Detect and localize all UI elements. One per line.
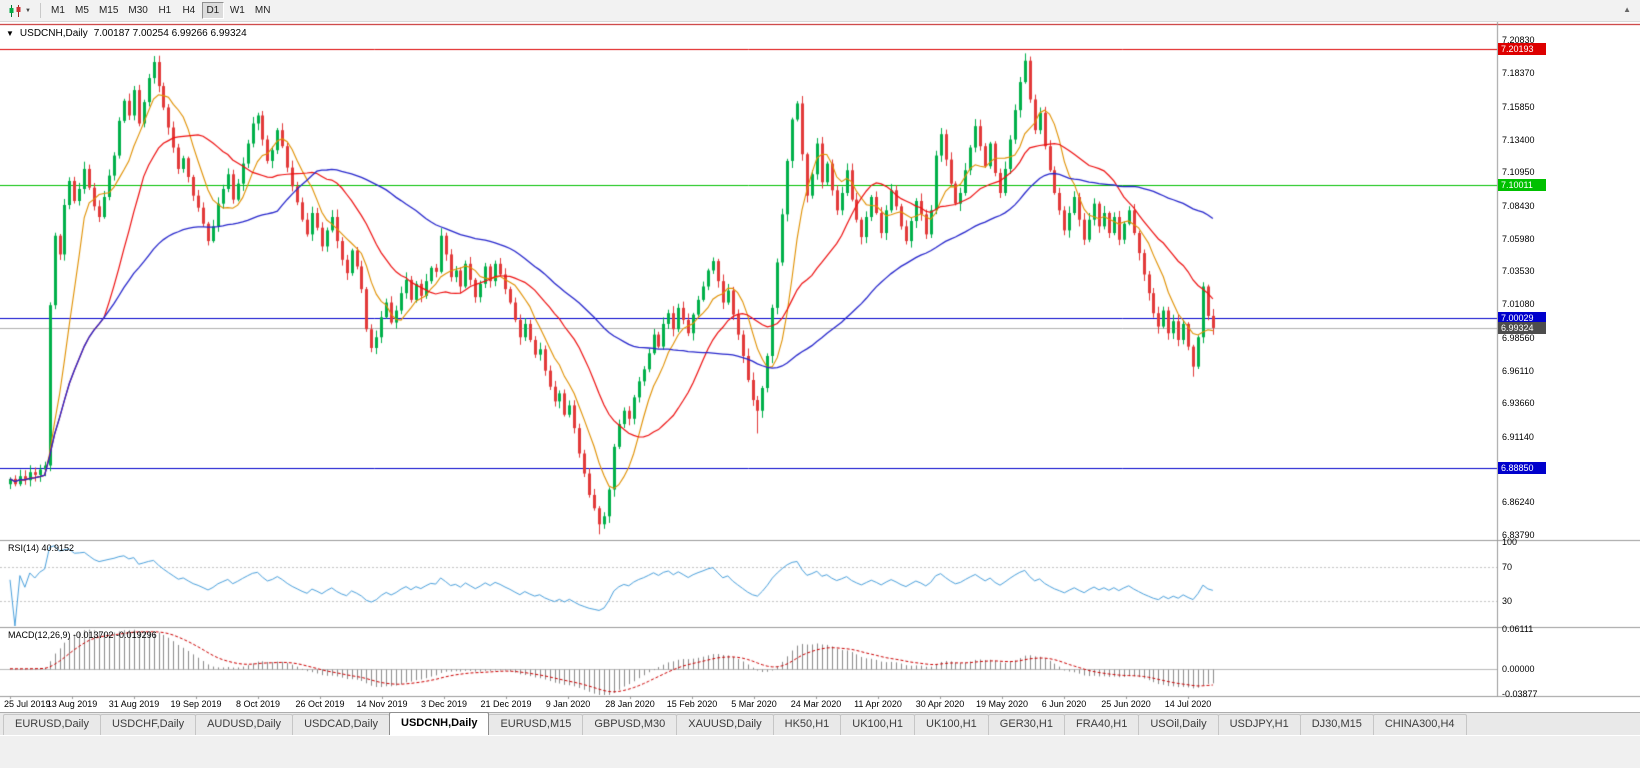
bottom-tab-eurusd-daily[interactable]: EURUSD,Daily	[3, 714, 101, 735]
status-bar	[0, 735, 1640, 768]
bottom-tab-eurusd-m15[interactable]: EURUSD,M15	[488, 714, 584, 735]
timeframe-h4[interactable]: H4	[178, 2, 200, 19]
timeframes-toolbar: ▼ M1 M5 M15 M30 H1 H4 D1 W1 MN ▲	[0, 0, 1640, 22]
chart-type-button[interactable]: ▼	[4, 2, 35, 20]
chart-header: ▼ USDCNH,Daily 7.00187 7.00254 6.99266 6…	[6, 28, 247, 39]
timeframe-m1[interactable]: M1	[47, 2, 69, 19]
bottom-tab-uk100-h1[interactable]: UK100,H1	[840, 714, 916, 735]
macd-indicator-label: MACD(12,26,9) -0.013702 -0.019296	[8, 630, 157, 640]
bottom-tab-audusd-daily[interactable]: AUDUSD,Daily	[195, 714, 294, 735]
bottom-tab-fra40-h1[interactable]: FRA40,H1	[1064, 714, 1140, 735]
chart-symbol-period: USDCNH,Daily	[19, 28, 88, 39]
bottom-tab-dj30-m15[interactable]: DJ30,M15	[1299, 714, 1374, 735]
toolbar-separator	[39, 3, 41, 18]
timeframe-d1[interactable]: D1	[201, 2, 224, 19]
timeframe-m15[interactable]: M15	[95, 2, 122, 19]
bottom-tab-hk50-h1[interactable]: HK50,H1	[772, 714, 842, 735]
rsi-indicator-label: RSI(14) 40.9152	[8, 543, 75, 553]
bottom-tab-xauusd-daily[interactable]: XAUUSD,Daily	[676, 714, 774, 735]
price-chart-canvas[interactable]	[0, 22, 1640, 712]
chart-tabs-bar: EURUSD,Daily USDCHF,Daily AUDUSD,Daily USDC…	[0, 712, 1640, 735]
timeframe-m30[interactable]: M30	[124, 2, 151, 19]
bottom-tab-usdcnh-daily[interactable]: USDCNH,Daily	[389, 712, 490, 735]
timeframe-m5[interactable]: M5	[71, 2, 93, 19]
chart-window: ▼ USDCNH,Daily 7.00187 7.00254 6.99266 6…	[0, 22, 1640, 712]
timeframe-w1[interactable]: W1	[226, 2, 249, 19]
chart-ohlc-values: 7.00187 7.00254 6.99266 6.99324	[93, 28, 247, 39]
timeframe-mn[interactable]: MN	[251, 2, 275, 19]
bottom-tab-usoil-daily[interactable]: USOil,Daily	[1138, 714, 1219, 735]
bottom-tab-ger30-h1[interactable]: GER30,H1	[987, 714, 1065, 735]
bottom-tab-uk100-h1[interactable]: UK100,H1	[914, 714, 989, 735]
bottom-tab-usdcad-daily[interactable]: USDCAD,Daily	[292, 714, 391, 735]
bottom-tab-usdchf-daily[interactable]: USDCHF,Daily	[99, 714, 197, 735]
timeframe-h1[interactable]: H1	[154, 2, 176, 19]
chart-context-arrow-icon[interactable]: ▼	[6, 29, 14, 38]
toolbar-overflow-button[interactable]: ▲	[1623, 5, 1631, 14]
bottom-tab-usdjpy-h1[interactable]: USDJPY,H1	[1217, 714, 1301, 735]
bottom-tab-china300-h4[interactable]: CHINA300,H4	[1372, 714, 1467, 735]
chevron-down-icon: ▼	[25, 7, 31, 14]
bottom-tab-gbpusd-m30[interactable]: GBPUSD,M30	[582, 714, 678, 735]
candlestick-chart-icon	[9, 4, 21, 17]
